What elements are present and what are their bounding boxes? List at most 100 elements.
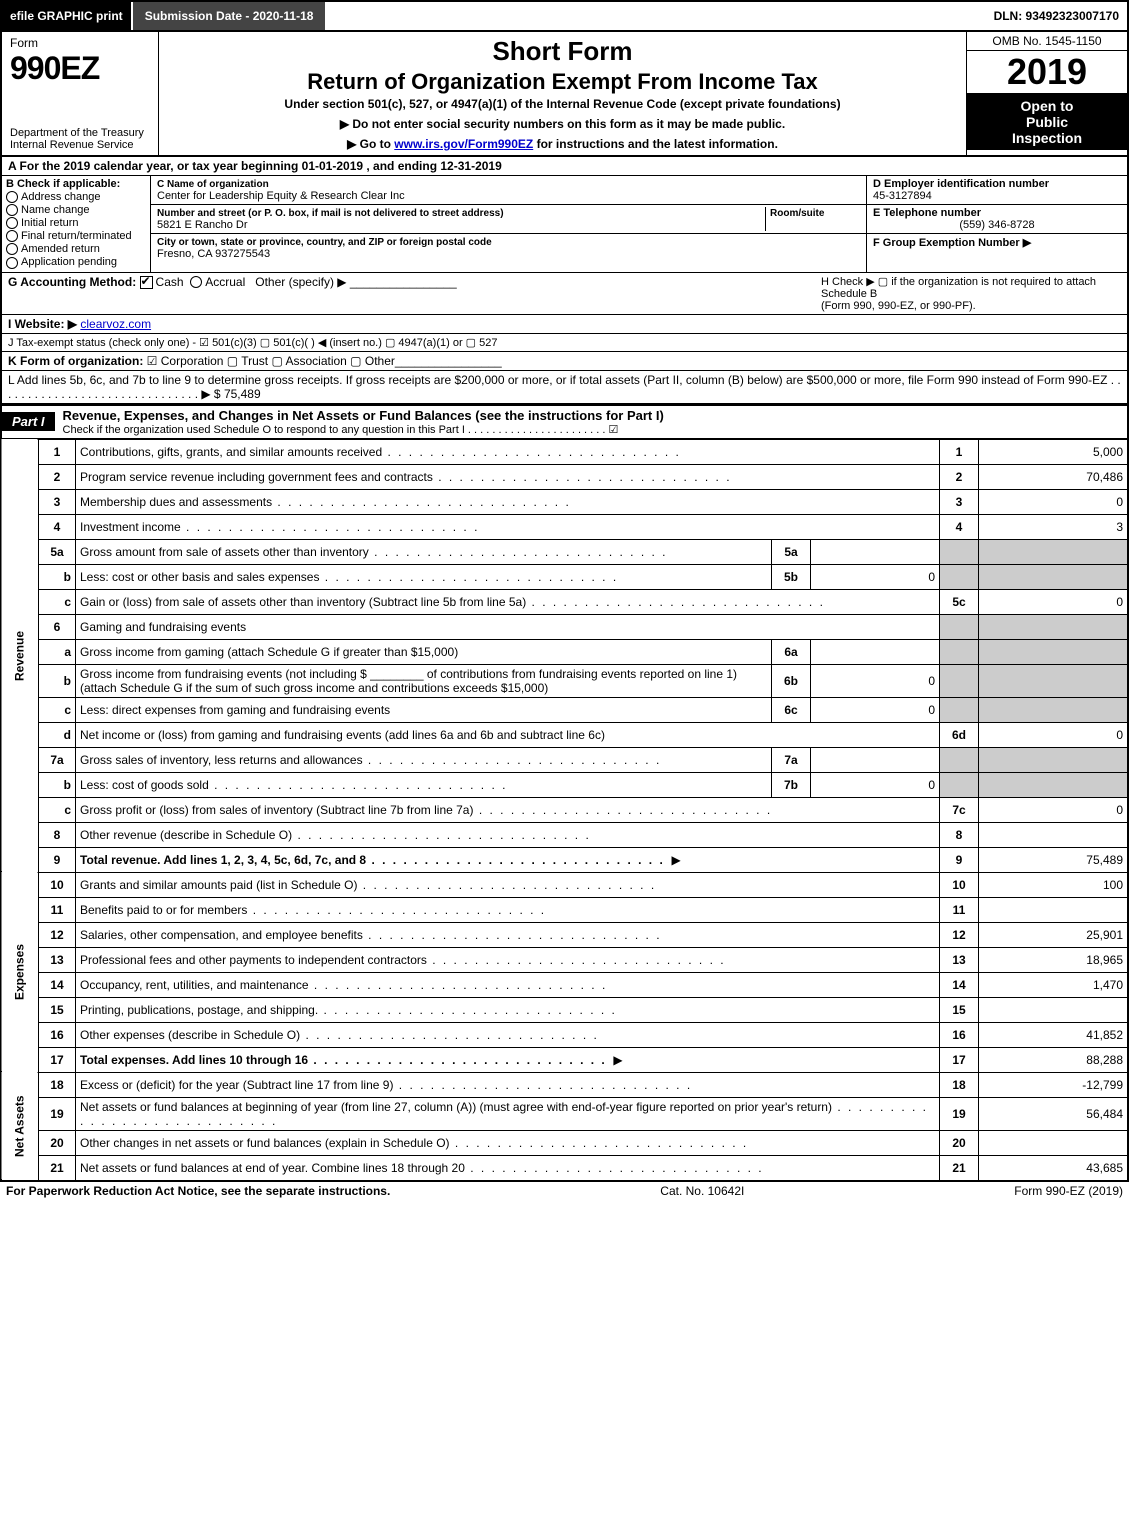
l7a-bv [811,747,940,772]
chk-final-return[interactable] [6,230,18,242]
l6a-shade2 [979,639,1129,664]
chk-accrual[interactable] [190,276,202,288]
goto-prefix: ▶ Go to [347,137,394,151]
row-g-h: G Accounting Method: Cash Accrual Other … [0,273,1129,315]
line-7a: 7a Gross sales of inventory, less return… [1,747,1128,772]
line-8: 8 Other revenue (describe in Schedule O)… [1,822,1128,847]
side-expenses: Expenses [1,872,39,1072]
l5a-shade [940,539,979,564]
chk-cash[interactable] [140,276,153,289]
l6-desc: Gaming and fundraising events [80,620,246,634]
website-link[interactable]: clearvoz.com [80,317,151,331]
ein-value: 45-3127894 [873,190,932,202]
header-mid: Short Form Return of Organization Exempt… [159,32,966,155]
part-1-label: Part I [2,412,55,431]
l6c-bv: 0 [811,697,940,722]
chk-amended-return[interactable] [6,243,18,255]
entity-block: B Check if applicable: Address change Na… [0,176,1129,273]
insp2: Public [1026,114,1068,130]
l15-num: 15 [39,997,76,1022]
efile-button[interactable]: efile GRAPHIC print [2,2,131,30]
l7c-num: c [39,797,76,822]
line-6c: c Less: direct expenses from gaming and … [1,697,1128,722]
line-21: 21 Net assets or fund balances at end of… [1,1155,1128,1180]
l21-ln: 21 [940,1155,979,1180]
form-header: Form 990EZ Department of the Treasury In… [0,32,1129,157]
line-5a: 5a Gross amount from sale of assets othe… [1,539,1128,564]
website-label: I Website: ▶ [8,317,77,331]
l6b-num: b [39,664,76,697]
l6-shade2 [979,614,1129,639]
line-1: Revenue 1 Contributions, gifts, grants, … [1,439,1128,464]
opt-amended: Amended return [21,243,100,255]
l6b-bv: 0 [811,664,940,697]
l11-val [979,897,1129,922]
l18-val: -12,799 [979,1072,1129,1097]
line-7b: b Less: cost of goods sold 7b 0 [1,772,1128,797]
line-11: 11 Benefits paid to or for members 11 [1,897,1128,922]
cat-no: Cat. No. 10642I [660,1184,744,1198]
chk-address-change[interactable] [6,191,18,203]
opt-initial: Initial return [21,217,78,229]
l6c-shade [940,697,979,722]
chk-initial-return[interactable] [6,217,18,229]
l9-num: 9 [39,847,76,872]
box-b-title: B Check if applicable: [6,178,120,190]
subhead: Under section 501(c), 527, or 4947(a)(1)… [167,97,958,111]
l18-ln: 18 [940,1072,979,1097]
ssn-note: ▶ Do not enter social security numbers o… [167,117,958,131]
l15-val [979,997,1129,1022]
l14-desc: Occupancy, rent, utilities, and maintena… [80,978,607,992]
l6-num: 6 [39,614,76,639]
l17-ln: 17 [940,1047,979,1072]
line-20: 20 Other changes in net assets or fund b… [1,1130,1128,1155]
l7b-num: b [39,772,76,797]
phone-label: E Telephone number [873,207,981,219]
l15-ln: 15 [940,997,979,1022]
row-l: L Add lines 5b, 6c, and 7b to line 9 to … [0,371,1129,405]
submission-date-button[interactable]: Submission Date - 2020-11-18 [131,2,326,30]
l6c-shade2 [979,697,1129,722]
accounting-label: G Accounting Method: [8,275,136,289]
l8-val [979,822,1129,847]
l7b-bv: 0 [811,772,940,797]
l19-ln: 19 [940,1097,979,1130]
l7a-shade2 [979,747,1129,772]
street-label: Number and street (or P. O. box, if mail… [157,208,504,219]
l5b-bn: 5b [772,564,811,589]
line-6d: d Net income or (loss) from gaming and f… [1,722,1128,747]
tax-exempt-status: J Tax-exempt status (check only one) - ☑… [8,336,497,349]
form-org-label: K Form of organization: [8,354,143,368]
l4-ln: 4 [940,514,979,539]
l19-num: 19 [39,1097,76,1130]
box-c: C Name of organization Center for Leader… [151,176,866,272]
opt-pending: Application pending [21,256,117,268]
l8-num: 8 [39,822,76,847]
l5c-desc: Gain or (loss) from sale of assets other… [80,595,825,609]
h-sub: (Form 990, 990-EZ, or 990-PF). [821,300,976,312]
l7b-bn: 7b [772,772,811,797]
l7c-val: 0 [979,797,1129,822]
form-word: Form [10,36,38,50]
group-exemption-label: F Group Exemption Number ▶ [873,237,1031,249]
l11-ln: 11 [940,897,979,922]
l2-val: 70,486 [979,464,1129,489]
l10-ln: 10 [940,872,979,897]
chk-application-pending[interactable] [6,257,18,269]
l19-desc: Net assets or fund balances at beginning… [80,1100,928,1128]
l17-num: 17 [39,1047,76,1072]
omb-number: OMB No. 1545-1150 [967,32,1127,51]
lines-table: Revenue 1 Contributions, gifts, grants, … [0,439,1129,1181]
l13-desc: Professional fees and other payments to … [80,953,726,967]
short-form-title: Short Form [167,36,958,67]
line-14: 14 Occupancy, rent, utilities, and maint… [1,972,1128,997]
l9-desc: Total revenue. Add lines 1, 2, 3, 4, 5c,… [80,853,665,867]
irs-link[interactable]: www.irs.gov/Form990EZ [394,137,533,151]
org-name: Center for Leadership Equity & Research … [157,190,405,202]
l18-num: 18 [39,1072,76,1097]
chk-name-change[interactable] [6,204,18,216]
city-value: Fresno, CA 937275543 [157,248,270,260]
lbl-cash: Cash [156,275,184,289]
l6-shade [940,614,979,639]
l6b-shade [940,664,979,697]
